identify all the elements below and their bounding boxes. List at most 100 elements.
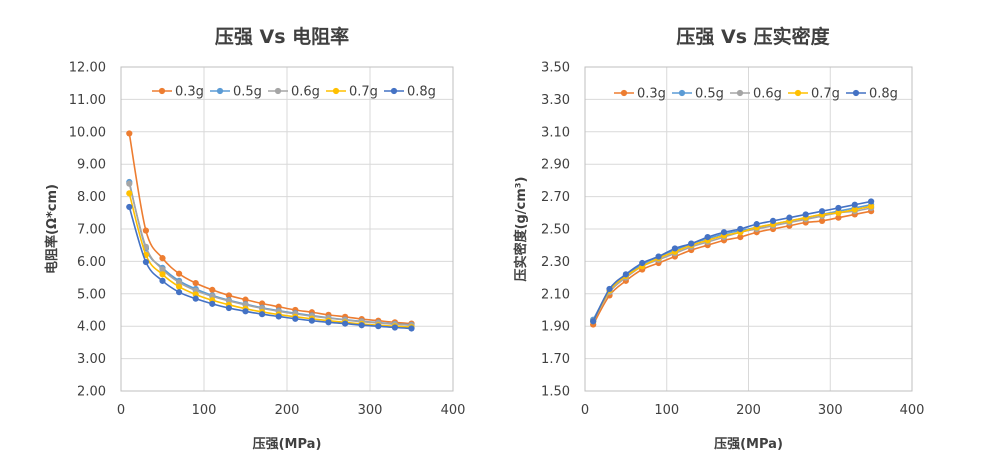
y-tick-label: 8.00 xyxy=(77,190,106,205)
data-point xyxy=(209,286,216,294)
legend-label: 0.5g xyxy=(695,87,724,102)
y-tick-label: 1.90 xyxy=(541,320,570,335)
data-point xyxy=(192,295,199,302)
data-point xyxy=(225,304,232,312)
data-point xyxy=(851,206,858,213)
legend-entry: 0.8g xyxy=(384,85,436,100)
data-point xyxy=(590,318,597,325)
y-tick-label: 10.00 xyxy=(69,125,106,140)
y-tick-label: 2.70 xyxy=(541,190,570,205)
data-point xyxy=(209,300,216,307)
x-axis-title: 压强(MPa) xyxy=(253,437,322,452)
data-point xyxy=(655,253,662,260)
data-point xyxy=(851,201,858,208)
data-point xyxy=(126,203,133,211)
legend-entry: 0.8g xyxy=(846,87,898,102)
series-line xyxy=(592,203,872,321)
data-point xyxy=(342,320,349,327)
data-point xyxy=(159,277,166,284)
data-point xyxy=(142,258,149,266)
data-point xyxy=(606,285,613,293)
legend-label: 0.3g xyxy=(175,85,204,100)
data-point xyxy=(242,296,249,303)
series-0.8g xyxy=(126,203,415,332)
data-point xyxy=(375,323,382,330)
y-tick-label: 3.10 xyxy=(541,125,570,140)
legend-marker xyxy=(332,87,340,95)
legend-label: 0.3g xyxy=(637,87,666,102)
data-point xyxy=(737,234,744,241)
data-point xyxy=(358,322,365,329)
legend-label: 0.7g xyxy=(811,87,840,102)
data-point xyxy=(786,214,793,221)
y-tick-label: 2.10 xyxy=(541,287,570,302)
legend-label: 0.6g xyxy=(291,85,320,100)
series-line xyxy=(592,207,872,322)
data-point xyxy=(308,317,315,324)
y-tick-label: 1.70 xyxy=(541,352,570,367)
data-point xyxy=(835,209,842,216)
data-point xyxy=(622,271,629,278)
legend-marker xyxy=(794,89,802,97)
x-tick-label: 300 xyxy=(358,403,383,418)
y-tick-label: 2.00 xyxy=(77,385,106,400)
y-tick-label: 12.00 xyxy=(69,61,106,76)
plot-frame xyxy=(120,66,454,392)
y-tick-label: 2.90 xyxy=(541,158,570,173)
data-point xyxy=(835,214,842,221)
legend-entry: 0.7g xyxy=(326,85,378,100)
y-tick-label: 1.50 xyxy=(541,385,570,400)
chart-title: 压强 Vs 压实密度 xyxy=(676,25,830,48)
data-point xyxy=(225,292,232,299)
legend-marker xyxy=(216,87,224,95)
series-0.6g xyxy=(590,204,875,325)
x-axis-title: 压强(MPa) xyxy=(714,437,783,452)
data-point xyxy=(242,308,249,315)
data-point xyxy=(176,289,183,296)
plot-frame xyxy=(584,66,913,392)
data-point xyxy=(802,211,809,218)
series-line xyxy=(128,193,412,328)
legend-marker xyxy=(852,89,860,97)
legend-entry: 0.6g xyxy=(268,85,320,100)
y-axis-title: 压实密度(g/cm³) xyxy=(513,177,529,282)
data-point xyxy=(391,324,398,331)
x-tick-label: 200 xyxy=(275,403,300,418)
data-point xyxy=(292,315,299,322)
data-point xyxy=(769,217,777,224)
data-point xyxy=(835,204,842,212)
density-chart: 压强 Vs 压实密度 1.50 1.70 1.90 2.10 2.30 2.50 2.70 2.… xyxy=(513,25,924,452)
y-tick-label: 4.00 xyxy=(77,320,106,335)
legend-marker xyxy=(620,89,628,97)
x-tick-label: 300 xyxy=(818,403,843,418)
series-0.6g xyxy=(126,180,415,329)
data-point xyxy=(259,311,266,318)
y-tick-label: 2.50 xyxy=(541,223,570,238)
legend-label: 0.8g xyxy=(869,87,898,102)
data-point xyxy=(818,217,826,224)
legend-entry: 0.6g xyxy=(730,87,782,102)
data-point xyxy=(720,229,728,236)
data-point xyxy=(126,180,133,187)
x-tick-label: 0 xyxy=(117,403,125,418)
legend-label: 0.6g xyxy=(753,87,782,102)
data-point xyxy=(704,234,711,241)
data-point xyxy=(126,190,133,197)
legend-label: 0.5g xyxy=(233,85,262,100)
legend-entry: 0.3g xyxy=(152,85,204,100)
data-point xyxy=(192,280,199,287)
y-tick-label: 2.30 xyxy=(541,255,570,270)
data-point xyxy=(159,271,166,278)
series-line xyxy=(592,205,872,322)
data-point xyxy=(126,130,133,137)
legend-marker xyxy=(736,89,744,97)
x-tick-label: 100 xyxy=(192,403,217,418)
data-point xyxy=(176,283,183,290)
legend-label: 0.7g xyxy=(349,85,378,100)
legend-label: 0.8g xyxy=(407,85,436,100)
legend-entry: 0.5g xyxy=(672,87,724,102)
data-point xyxy=(159,255,166,262)
x-tick-label: 100 xyxy=(654,403,679,418)
x-tick-label: 200 xyxy=(736,403,761,418)
